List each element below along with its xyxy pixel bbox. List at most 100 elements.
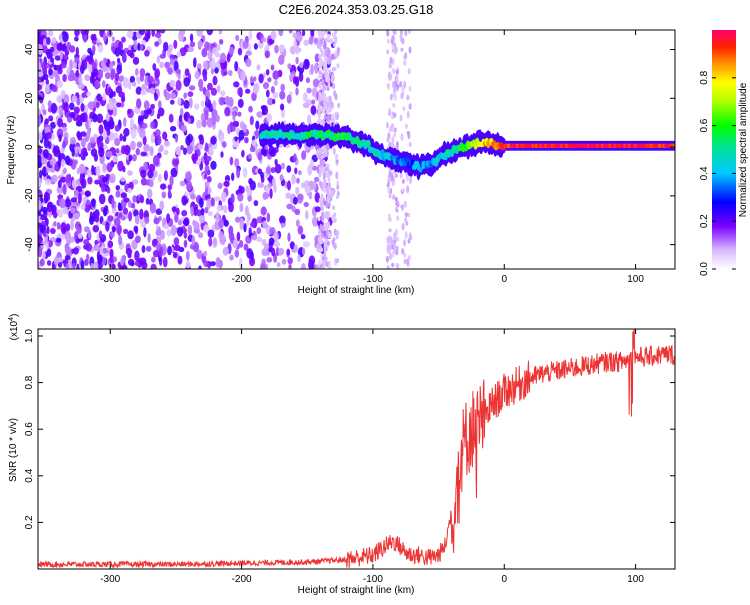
noise-cell: [243, 223, 247, 233]
noise-cell: [45, 132, 52, 140]
noise-cell: [391, 127, 395, 132]
noise-cell: [38, 61, 42, 72]
noise-cell: [93, 261, 99, 269]
noise-cell: [400, 133, 404, 141]
noise-cell: [51, 84, 57, 93]
noise-cell: [174, 213, 179, 223]
noise-cell: [335, 233, 339, 240]
y-tick-label: -40: [24, 237, 35, 252]
noise-cell: [154, 92, 158, 102]
noise-cell: [135, 68, 139, 76]
noise-cell: [58, 107, 64, 117]
noise-cell: [66, 66, 71, 78]
noise-cell: [73, 212, 80, 219]
noise-cell: [126, 30, 134, 39]
noise-cell: [57, 68, 63, 75]
noise-cell: [47, 203, 53, 213]
noise-cell: [295, 87, 299, 96]
noise-cell: [408, 103, 412, 110]
noise-cell: [127, 200, 132, 208]
noise-cell: [404, 52, 408, 60]
noise-cell: [123, 144, 131, 156]
noise-cell: [106, 186, 111, 194]
noise-cell: [333, 212, 337, 218]
noise-cell: [44, 118, 49, 125]
noise-cell: [167, 67, 173, 75]
noise-cell: [134, 215, 140, 225]
noise-cell: [272, 98, 276, 105]
noise-cell: [187, 91, 194, 97]
noise-cell: [38, 199, 42, 211]
noise-cell: [76, 98, 81, 106]
noise-cell: [229, 46, 235, 55]
noise-cell: [245, 88, 251, 94]
noise-cell: [188, 97, 193, 109]
noise-cell: [298, 71, 304, 82]
noise-cell: [223, 220, 229, 227]
noise-cell: [118, 41, 123, 51]
noise-cell: [42, 109, 47, 116]
noise-cell: [318, 152, 322, 161]
noise-cell: [326, 114, 330, 122]
noise-cell: [132, 195, 137, 203]
noise-cell: [63, 94, 70, 104]
noise-cell: [253, 200, 259, 207]
noise-cell: [94, 215, 100, 223]
noise-cell: [138, 30, 145, 35]
noise-cell: [406, 185, 410, 194]
noise-cell: [65, 223, 71, 232]
noise-cell: [151, 30, 156, 37]
noise-cell: [98, 230, 103, 239]
noise-cell: [168, 44, 173, 52]
noise-cell: [211, 115, 216, 126]
noise-cell: [388, 71, 392, 78]
x-tick-label: 0: [501, 274, 507, 285]
noise-cell: [223, 204, 228, 214]
noise-cell: [140, 110, 145, 116]
noise-cell: [229, 254, 234, 261]
noise-cell: [395, 69, 399, 75]
noise-cell: [128, 211, 133, 222]
noise-cell: [134, 235, 141, 244]
noise-cell: [219, 134, 224, 145]
noise-cell: [200, 112, 205, 122]
noise-cell: [38, 193, 41, 202]
noise-cell: [294, 208, 301, 216]
noise-cell: [72, 247, 79, 255]
noise-cell: [312, 78, 320, 88]
noise-cell: [302, 247, 306, 256]
noise-cell: [245, 185, 249, 193]
noise-cell: [156, 135, 162, 146]
noise-cell: [299, 61, 304, 69]
noise-cell: [149, 87, 156, 94]
noise-cell: [197, 144, 204, 150]
noise-cell: [393, 127, 397, 133]
noise-cell: [159, 144, 164, 152]
noise-cell: [122, 135, 127, 142]
noise-cell: [123, 228, 129, 235]
noise-cell: [401, 178, 405, 184]
noise-cell: [288, 30, 293, 34]
noise-cell: [257, 182, 265, 188]
noise-cell: [319, 47, 323, 53]
noise-cell: [303, 92, 308, 102]
noise-cell: [256, 64, 261, 71]
noise-cell: [334, 35, 338, 44]
noise-cell: [286, 94, 292, 104]
noise-cell: [123, 127, 130, 137]
noise-cell: [406, 94, 410, 101]
noise-cell: [89, 136, 96, 144]
snr-background: [38, 329, 675, 569]
noise-cell: [183, 77, 190, 87]
noise-cell: [318, 54, 322, 60]
noise-cell: [108, 108, 113, 116]
noise-cell: [305, 60, 310, 66]
noise-cell: [74, 30, 80, 37]
noise-cell: [281, 222, 285, 229]
noise-cell: [95, 243, 100, 251]
noise-cell: [291, 174, 296, 185]
noise-cell: [237, 47, 243, 56]
noise-cell: [268, 145, 275, 157]
noise-cell: [320, 193, 324, 201]
